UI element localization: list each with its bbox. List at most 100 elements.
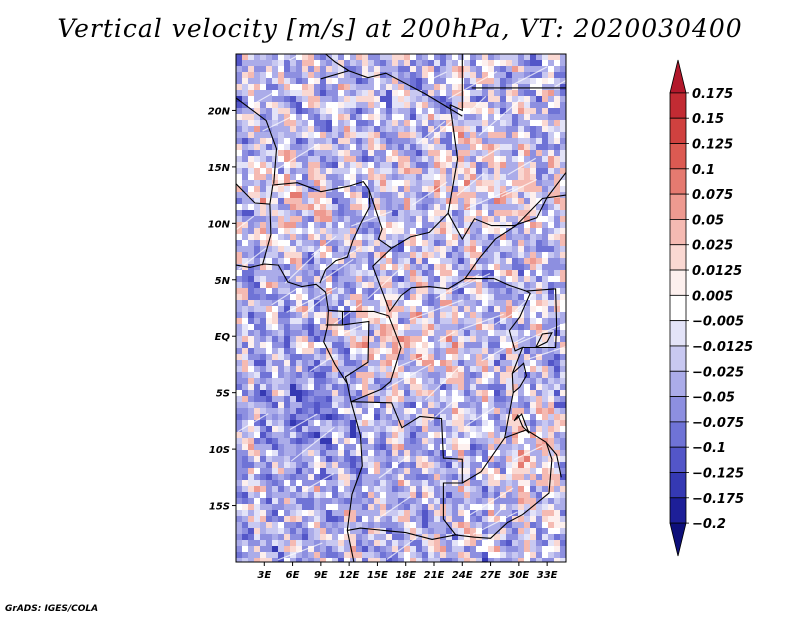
field-cell bbox=[410, 384, 417, 391]
field-cell bbox=[380, 462, 387, 469]
field-cell bbox=[548, 264, 555, 271]
field-cell bbox=[440, 192, 447, 199]
field-cell bbox=[464, 468, 471, 475]
field-cell bbox=[410, 216, 417, 223]
field-cell bbox=[356, 60, 363, 67]
field-streak bbox=[458, 273, 480, 288]
field-cell bbox=[350, 390, 357, 397]
field-cell bbox=[446, 390, 453, 397]
field-cell bbox=[464, 552, 471, 559]
field-cell bbox=[524, 546, 531, 553]
field-cell bbox=[386, 96, 393, 103]
field-cell bbox=[434, 144, 441, 151]
field-cell bbox=[440, 318, 447, 325]
field-cell bbox=[518, 186, 525, 193]
field-cell bbox=[350, 474, 357, 481]
field-cell bbox=[422, 78, 429, 85]
field-cell bbox=[368, 402, 375, 409]
field-cell bbox=[248, 468, 255, 475]
field-cell bbox=[470, 288, 477, 295]
field-cell bbox=[524, 432, 531, 439]
field-cell bbox=[518, 372, 525, 379]
field-cell bbox=[482, 402, 489, 409]
field-cell bbox=[536, 384, 543, 391]
field-cell bbox=[236, 132, 243, 139]
field-cell bbox=[506, 276, 513, 283]
field-cell bbox=[530, 198, 537, 205]
field-cell bbox=[236, 186, 243, 193]
chart-title: Vertical velocity [m/s] at 200hPa, VT: 2… bbox=[57, 14, 743, 43]
field-cell bbox=[260, 54, 267, 61]
field-cell bbox=[548, 420, 555, 427]
field-cell bbox=[494, 336, 501, 343]
field-cell bbox=[446, 300, 453, 307]
field-cell bbox=[554, 78, 561, 85]
field-cell bbox=[542, 186, 549, 193]
field-cell bbox=[398, 384, 405, 391]
field-cell bbox=[242, 240, 249, 247]
field-cell bbox=[440, 438, 447, 445]
field-cell bbox=[422, 234, 429, 241]
field-cell bbox=[338, 450, 345, 457]
field-cell bbox=[368, 558, 375, 562]
field-cell bbox=[254, 438, 261, 445]
field-cell bbox=[356, 420, 363, 427]
field-cell bbox=[368, 474, 375, 481]
field-cell bbox=[452, 546, 459, 553]
field-cell bbox=[284, 294, 291, 301]
field-cell bbox=[506, 102, 513, 109]
field-cell bbox=[362, 456, 369, 463]
field-cell bbox=[278, 534, 285, 541]
field-cell bbox=[296, 270, 303, 277]
field-cell bbox=[446, 540, 453, 547]
field-cell bbox=[410, 408, 417, 415]
field-cell bbox=[494, 342, 501, 349]
field-cell bbox=[332, 240, 339, 247]
field-cell bbox=[422, 132, 429, 139]
field-cell bbox=[530, 180, 537, 187]
field-cell bbox=[362, 54, 369, 61]
field-cell bbox=[284, 66, 291, 73]
colorbar-swatch bbox=[669, 320, 687, 347]
field-cell bbox=[266, 330, 273, 337]
field-cell bbox=[530, 90, 537, 97]
field-cell bbox=[368, 498, 375, 505]
field-cell bbox=[284, 318, 291, 325]
field-cell bbox=[530, 114, 537, 121]
field-cell bbox=[536, 510, 543, 517]
field-cell bbox=[404, 120, 411, 127]
field-cell bbox=[470, 378, 477, 385]
field-cell bbox=[242, 204, 249, 211]
field-cell bbox=[248, 126, 255, 133]
field-cell bbox=[362, 348, 369, 355]
field-cell bbox=[494, 468, 501, 475]
field-cell bbox=[386, 210, 393, 217]
field-cell bbox=[512, 468, 519, 475]
field-cell bbox=[338, 84, 345, 91]
field-cell bbox=[248, 132, 255, 139]
field-cell bbox=[410, 498, 417, 505]
field-cell bbox=[248, 396, 255, 403]
field-cell bbox=[554, 312, 561, 319]
field-cell bbox=[308, 504, 315, 511]
field-cell bbox=[548, 492, 555, 499]
field-cell bbox=[410, 66, 417, 73]
field-cell bbox=[494, 120, 501, 127]
field-cell bbox=[482, 342, 489, 349]
field-cell bbox=[302, 120, 309, 127]
field-cell bbox=[392, 210, 399, 217]
field-cell bbox=[374, 282, 381, 289]
field-cell bbox=[320, 210, 327, 217]
field-cell bbox=[530, 516, 537, 523]
field-cell bbox=[536, 216, 543, 223]
field-cell bbox=[404, 132, 411, 139]
field-streak bbox=[391, 354, 427, 371]
field-cell bbox=[332, 420, 339, 427]
field-cell bbox=[302, 156, 309, 163]
field-cell bbox=[284, 456, 291, 463]
field-cell bbox=[302, 54, 309, 61]
field-cell bbox=[284, 252, 291, 259]
field-cell bbox=[458, 216, 465, 223]
field-cell bbox=[404, 498, 411, 505]
field-cell bbox=[392, 216, 399, 223]
